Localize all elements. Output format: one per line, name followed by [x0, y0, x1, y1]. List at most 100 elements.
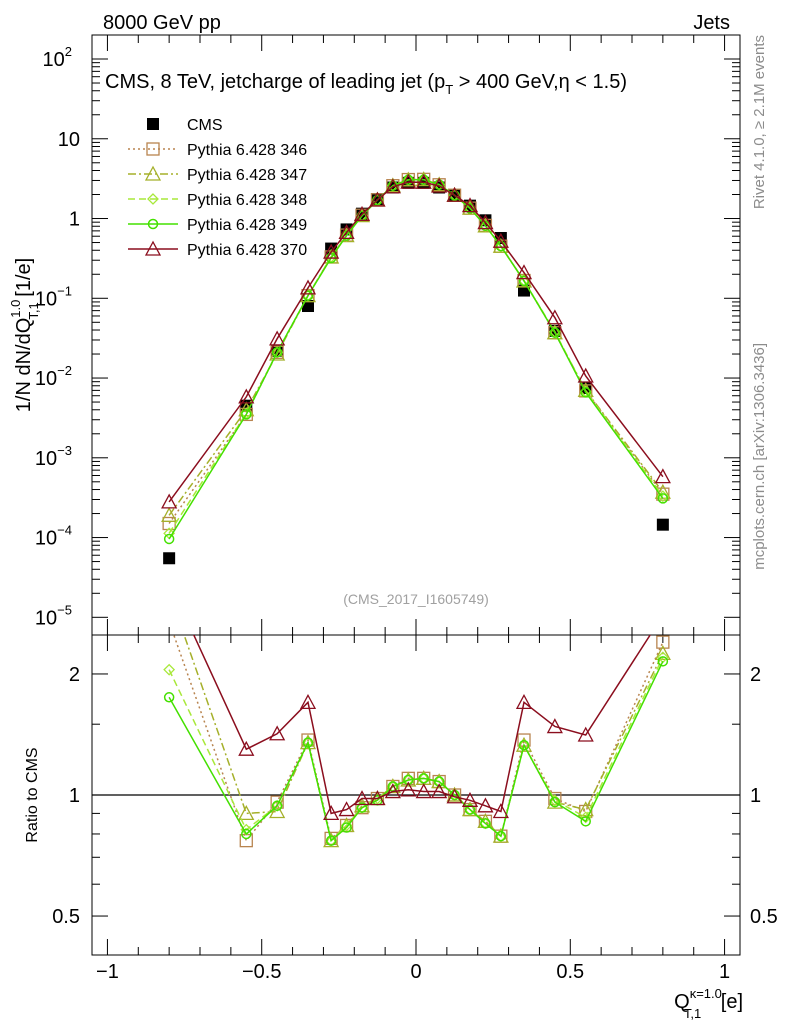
ratio-point-p347 — [384, 778, 401, 794]
ratio-point-p349 — [271, 800, 283, 812]
point-p370 — [461, 197, 479, 213]
cms-data-point — [302, 300, 314, 313]
ratio-point-p370 — [353, 790, 371, 806]
cms-data-point — [163, 552, 176, 565]
mcplots-credit-label: mcplots.cern.ch [arXiv:1306.3436] — [751, 343, 768, 570]
ratio-point-p346 — [656, 635, 670, 649]
point-p370 — [446, 186, 463, 202]
ratio-point-p370 — [546, 718, 563, 734]
ratio-point-p370 — [299, 693, 317, 709]
ratio-point-p370 — [446, 788, 463, 804]
legend-entry-p349: Pythia 6.428 349 — [128, 217, 307, 234]
ratio-point-p370 — [431, 783, 448, 799]
main-y-tick-label: 10−5 — [35, 602, 72, 629]
legend-marker — [147, 218, 159, 230]
ratio-point-p349 — [464, 804, 476, 815]
ratio-point-p370 — [492, 803, 509, 819]
ratio-point-p370 — [515, 693, 533, 709]
ratio-point-p370 — [323, 805, 340, 821]
x-tick-label: −0.5 — [242, 961, 281, 983]
point-p349 — [163, 533, 175, 545]
x-tick-label: −1 — [96, 961, 119, 983]
ratio-point-p349 — [418, 773, 429, 784]
point-p346 — [656, 487, 670, 501]
ratio-point-p349 — [341, 822, 352, 833]
legend-marker — [147, 193, 159, 205]
point-p370 — [299, 279, 317, 295]
point-p370 — [431, 177, 448, 193]
main-y-tick-label: 10−4 — [35, 523, 72, 550]
x-tick-label: 0 — [410, 961, 421, 983]
point-p349 — [271, 347, 283, 358]
point-p370 — [546, 309, 563, 325]
point-p349 — [341, 230, 352, 241]
legend-label: CMS — [187, 117, 223, 134]
ratio-point-p347 — [446, 786, 463, 802]
legend-entry-p370: Pythia 6.428 370 — [128, 240, 307, 259]
ratio-point-p347 — [323, 832, 340, 848]
point-p347 — [461, 199, 479, 215]
ratio-point-p349 — [495, 830, 507, 842]
x-axis-label: Qκ=1.0 T,1 [e] — [674, 986, 743, 1021]
legend-label: Pythia 6.428 370 — [187, 242, 307, 259]
ratio-point-p349 — [518, 739, 530, 751]
ratio-y-tick-label: 1 — [69, 785, 80, 807]
point-p370 — [577, 367, 594, 383]
main-y-tick-label: 10 — [58, 129, 80, 151]
ratio-point-p349 — [241, 828, 252, 840]
ratio-y-axis-label: Ratio to CMS — [24, 747, 41, 842]
ratio-point-p347 — [461, 801, 479, 817]
point-p347 — [546, 324, 563, 340]
ratio-point-p347 — [238, 805, 255, 821]
legend-label: Pythia 6.428 347 — [187, 167, 307, 184]
ratio-point-p370 — [384, 783, 401, 799]
ratio-point-p370 — [577, 726, 594, 742]
point-p370 — [269, 330, 286, 346]
ratio-point-p370 — [656, 608, 670, 621]
legend-entry-p346: Pythia 6.428 346 — [128, 142, 307, 159]
cms-data-point — [656, 518, 669, 531]
point-p347 — [477, 217, 494, 233]
point-p347 — [338, 227, 355, 243]
ratio-point-p349 — [325, 835, 337, 846]
ratio-point-p349 — [356, 802, 368, 813]
x-tick-label: 1 — [719, 961, 730, 983]
ratio-line-p346 — [173, 635, 664, 843]
point-p349 — [580, 387, 591, 398]
main-y-tick-label: 10−1 — [35, 283, 72, 310]
ratio-point-p346 — [355, 801, 369, 815]
legend-marker — [146, 142, 160, 156]
ratio-point-p349 — [480, 818, 491, 829]
ratio-y-tick-label: 0.5 — [52, 906, 80, 928]
point-p370 — [492, 232, 509, 248]
legend-entry-p347: Pythia 6.428 347 — [128, 165, 307, 184]
main-y-axis-label: 1/N dN/dQ1.0 T,1 [1/e] — [8, 258, 41, 412]
point-p349 — [518, 275, 530, 287]
point-p370 — [384, 178, 401, 194]
ratio-point-p347 — [654, 645, 671, 661]
point-p370 — [338, 224, 355, 240]
ratio-point-p349 — [302, 737, 314, 748]
ratio-point-p370 — [461, 791, 479, 807]
ratio-line-p370 — [192, 635, 652, 815]
ratio-point-p347 — [162, 585, 176, 598]
ratio-series-p349 — [163, 656, 669, 846]
point-p370 — [323, 243, 340, 259]
point-p349 — [657, 493, 669, 504]
legend-entry-CMS: CMS — [147, 117, 223, 134]
legend-label: Pythia 6.428 348 — [187, 192, 307, 209]
point-p370 — [477, 214, 494, 230]
ratio-point-p370 — [238, 740, 255, 756]
header-jets-label: Jets — [693, 12, 730, 34]
ratio-series-p370 — [192, 608, 670, 821]
ratio-point-p347 — [577, 801, 594, 817]
x-tick-label: 0.5 — [556, 961, 584, 983]
point-p370 — [654, 468, 671, 484]
point-p349 — [241, 409, 252, 420]
ratio-point-p346 — [163, 616, 175, 628]
ratio-point-p347 — [515, 736, 533, 752]
ratio-point-p370 — [415, 783, 432, 799]
point-p370 — [400, 173, 417, 189]
series-p370 — [161, 173, 671, 509]
point-p347 — [515, 272, 533, 288]
